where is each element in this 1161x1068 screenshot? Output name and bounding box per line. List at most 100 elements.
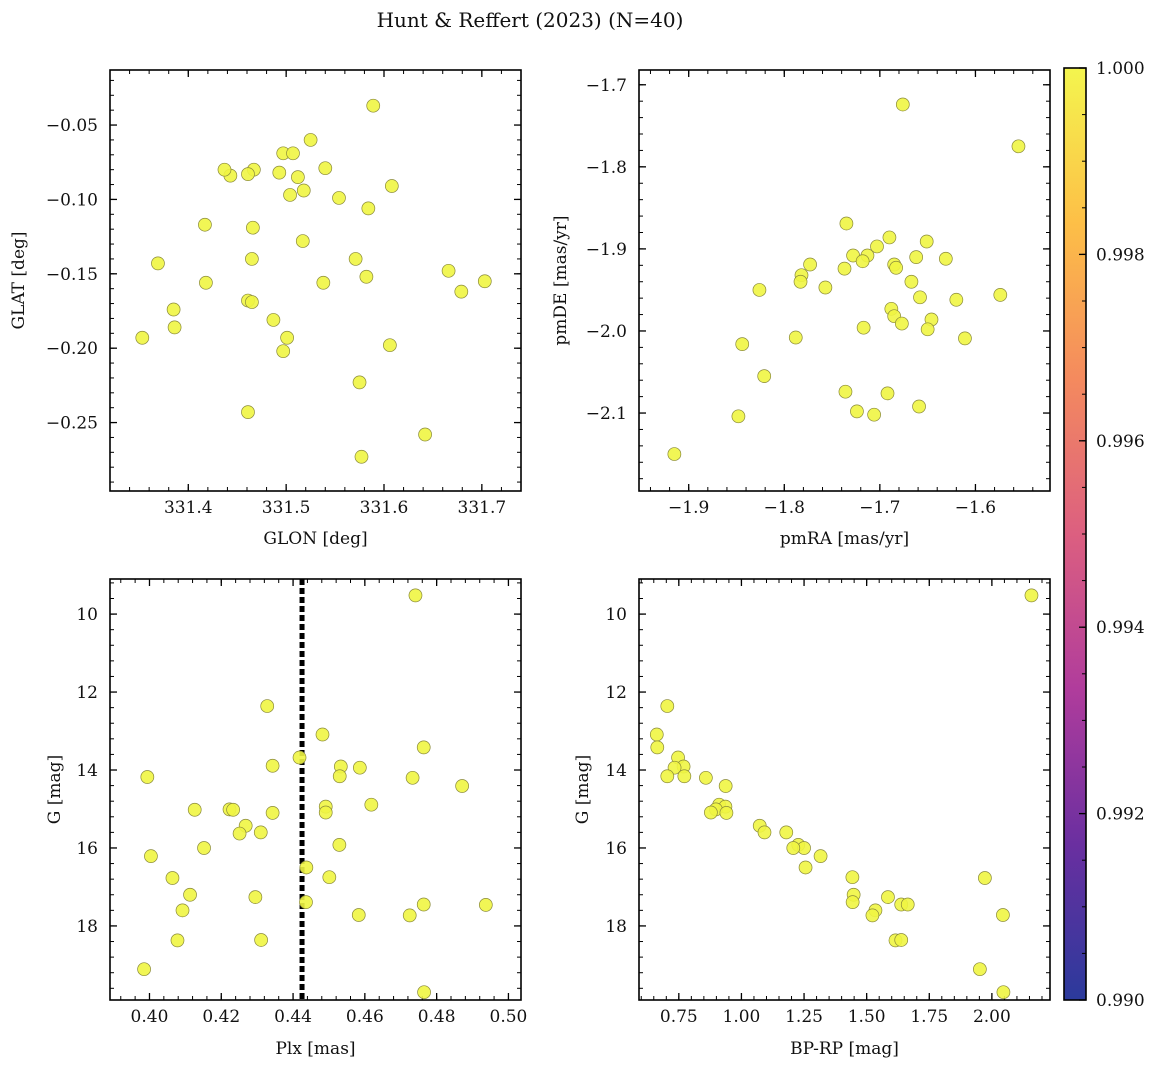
colorbar-tick-label: 0.990 [1096, 991, 1145, 1011]
data-point [402, 908, 417, 923]
data-point [354, 449, 369, 464]
data-point [949, 292, 964, 307]
data-point [151, 256, 165, 271]
data-point [166, 302, 181, 317]
axis-ticks: 0.40 0.42 0.44 0.46 0.48 0.50 10 12 14 16 18 [76, 579, 527, 1027]
data-point [366, 98, 381, 113]
data-point [454, 284, 469, 299]
x-tick-label: −1.7 [859, 498, 900, 518]
data-point [912, 399, 926, 414]
data-point [299, 860, 314, 875]
data-point [677, 769, 692, 784]
data-point [699, 770, 713, 785]
data-points [649, 588, 1039, 1000]
x-tick-label: −1.6 [955, 498, 996, 518]
data-point [364, 797, 379, 812]
x-tick-label: 0.46 [346, 1007, 384, 1027]
data-point [660, 769, 675, 784]
x-tick-label: 1.25 [785, 1007, 823, 1027]
data-point [265, 758, 280, 773]
data-point [241, 405, 255, 420]
data-point [779, 825, 794, 840]
data-point [958, 331, 972, 346]
data-point [266, 313, 281, 327]
data-point [260, 699, 275, 713]
data-point [719, 806, 734, 820]
panel-pmra-pmde: −1.9 −1.8 −1.7 −1.6 −1.7 −1.8 −1.9 −2.0 −2.1 pmR… [551, 69, 1051, 549]
x-tick-label: 0.42 [202, 1007, 240, 1027]
data-point [292, 750, 307, 765]
y-tick-label: −0.05 [46, 116, 98, 136]
data-point [757, 825, 772, 840]
data-point [245, 252, 259, 266]
data-point [938, 251, 953, 266]
data-point [265, 806, 280, 820]
x-tick-label: 1.50 [848, 1007, 886, 1027]
x-tick-label: 331.7 [458, 498, 507, 518]
colorbar-tick-label: 0.992 [1096, 805, 1145, 825]
y-axis-label: pmDE [mas/yr] [551, 215, 571, 345]
data-points [667, 97, 1026, 461]
x-tick-label: 0.75 [660, 1007, 698, 1027]
y-tick-label: 18 [76, 917, 98, 937]
data-point [870, 239, 884, 254]
data-point [359, 269, 374, 284]
colorbar-tick-label: 0.998 [1096, 245, 1145, 265]
x-tick-label: −1.9 [668, 498, 709, 518]
data-point [299, 895, 313, 910]
data-point [845, 895, 860, 910]
y-tick-label: 16 [76, 839, 98, 859]
data-point [226, 802, 240, 817]
data-point [996, 985, 1011, 1000]
y-tick-label: −1.8 [586, 158, 627, 178]
data-point [880, 386, 895, 401]
data-point [296, 183, 311, 198]
data-point [1024, 588, 1039, 603]
data-point [996, 908, 1010, 922]
panel-bprp-g: 0.75 1.00 1.25 1.50 1.75 2.00 10 12 14 16 18 BP-RP… [573, 578, 1051, 1059]
data-point [283, 188, 297, 202]
x-axis-label: GLON [deg] [263, 529, 367, 549]
data-point [248, 890, 263, 904]
y-axis-label: GLAT [deg] [9, 231, 29, 329]
axis-ticks: −1.9 −1.8 −1.7 −1.6 −1.7 −1.8 −1.9 −2.0 −2.1 [586, 70, 1050, 518]
data-points [137, 579, 493, 1000]
colorbar: 0.990 0.992 0.994 0.996 0.998 1.000 [1063, 59, 1145, 1011]
x-tick-label: 331.5 [262, 498, 311, 518]
panel-frame [109, 578, 522, 1001]
data-point [757, 369, 772, 383]
data-point [441, 263, 456, 278]
colorbar-ticks: 0.990 0.992 0.994 0.996 0.998 1.000 [1079, 59, 1145, 1011]
data-point [408, 588, 423, 603]
data-point [660, 699, 675, 713]
data-point [455, 779, 469, 793]
x-tick-label: 331.4 [164, 498, 213, 518]
data-point [197, 841, 211, 855]
panel-frame [109, 69, 522, 492]
data-point [318, 805, 333, 820]
data-point [286, 146, 300, 161]
data-point [253, 825, 268, 840]
x-tick-label: 1.00 [723, 1007, 761, 1027]
data-point [351, 908, 366, 922]
data-point [144, 849, 158, 864]
data-point [303, 133, 318, 147]
data-point [856, 320, 871, 335]
data-point [140, 770, 155, 784]
data-point [889, 260, 903, 275]
data-point [850, 404, 864, 419]
panel-plx-g: 0.40 0.42 0.44 0.46 0.48 0.50 10 12 14 16 18 Plx [… [45, 578, 527, 1059]
y-tick-label: −1.9 [586, 240, 627, 260]
data-point [1011, 139, 1026, 154]
data-point [477, 274, 492, 289]
axis-ticks: 0.75 1.00 1.25 1.50 1.75 2.00 10 12 14 16 18 [605, 579, 1050, 1027]
data-point [416, 897, 431, 912]
data-point [280, 330, 294, 345]
y-axis-label: G [mag] [45, 755, 65, 824]
data-point [254, 933, 268, 947]
data-point [895, 97, 910, 112]
y-tick-label: 12 [605, 683, 627, 703]
data-point [332, 191, 346, 205]
y-tick-label: −0.10 [46, 190, 98, 210]
